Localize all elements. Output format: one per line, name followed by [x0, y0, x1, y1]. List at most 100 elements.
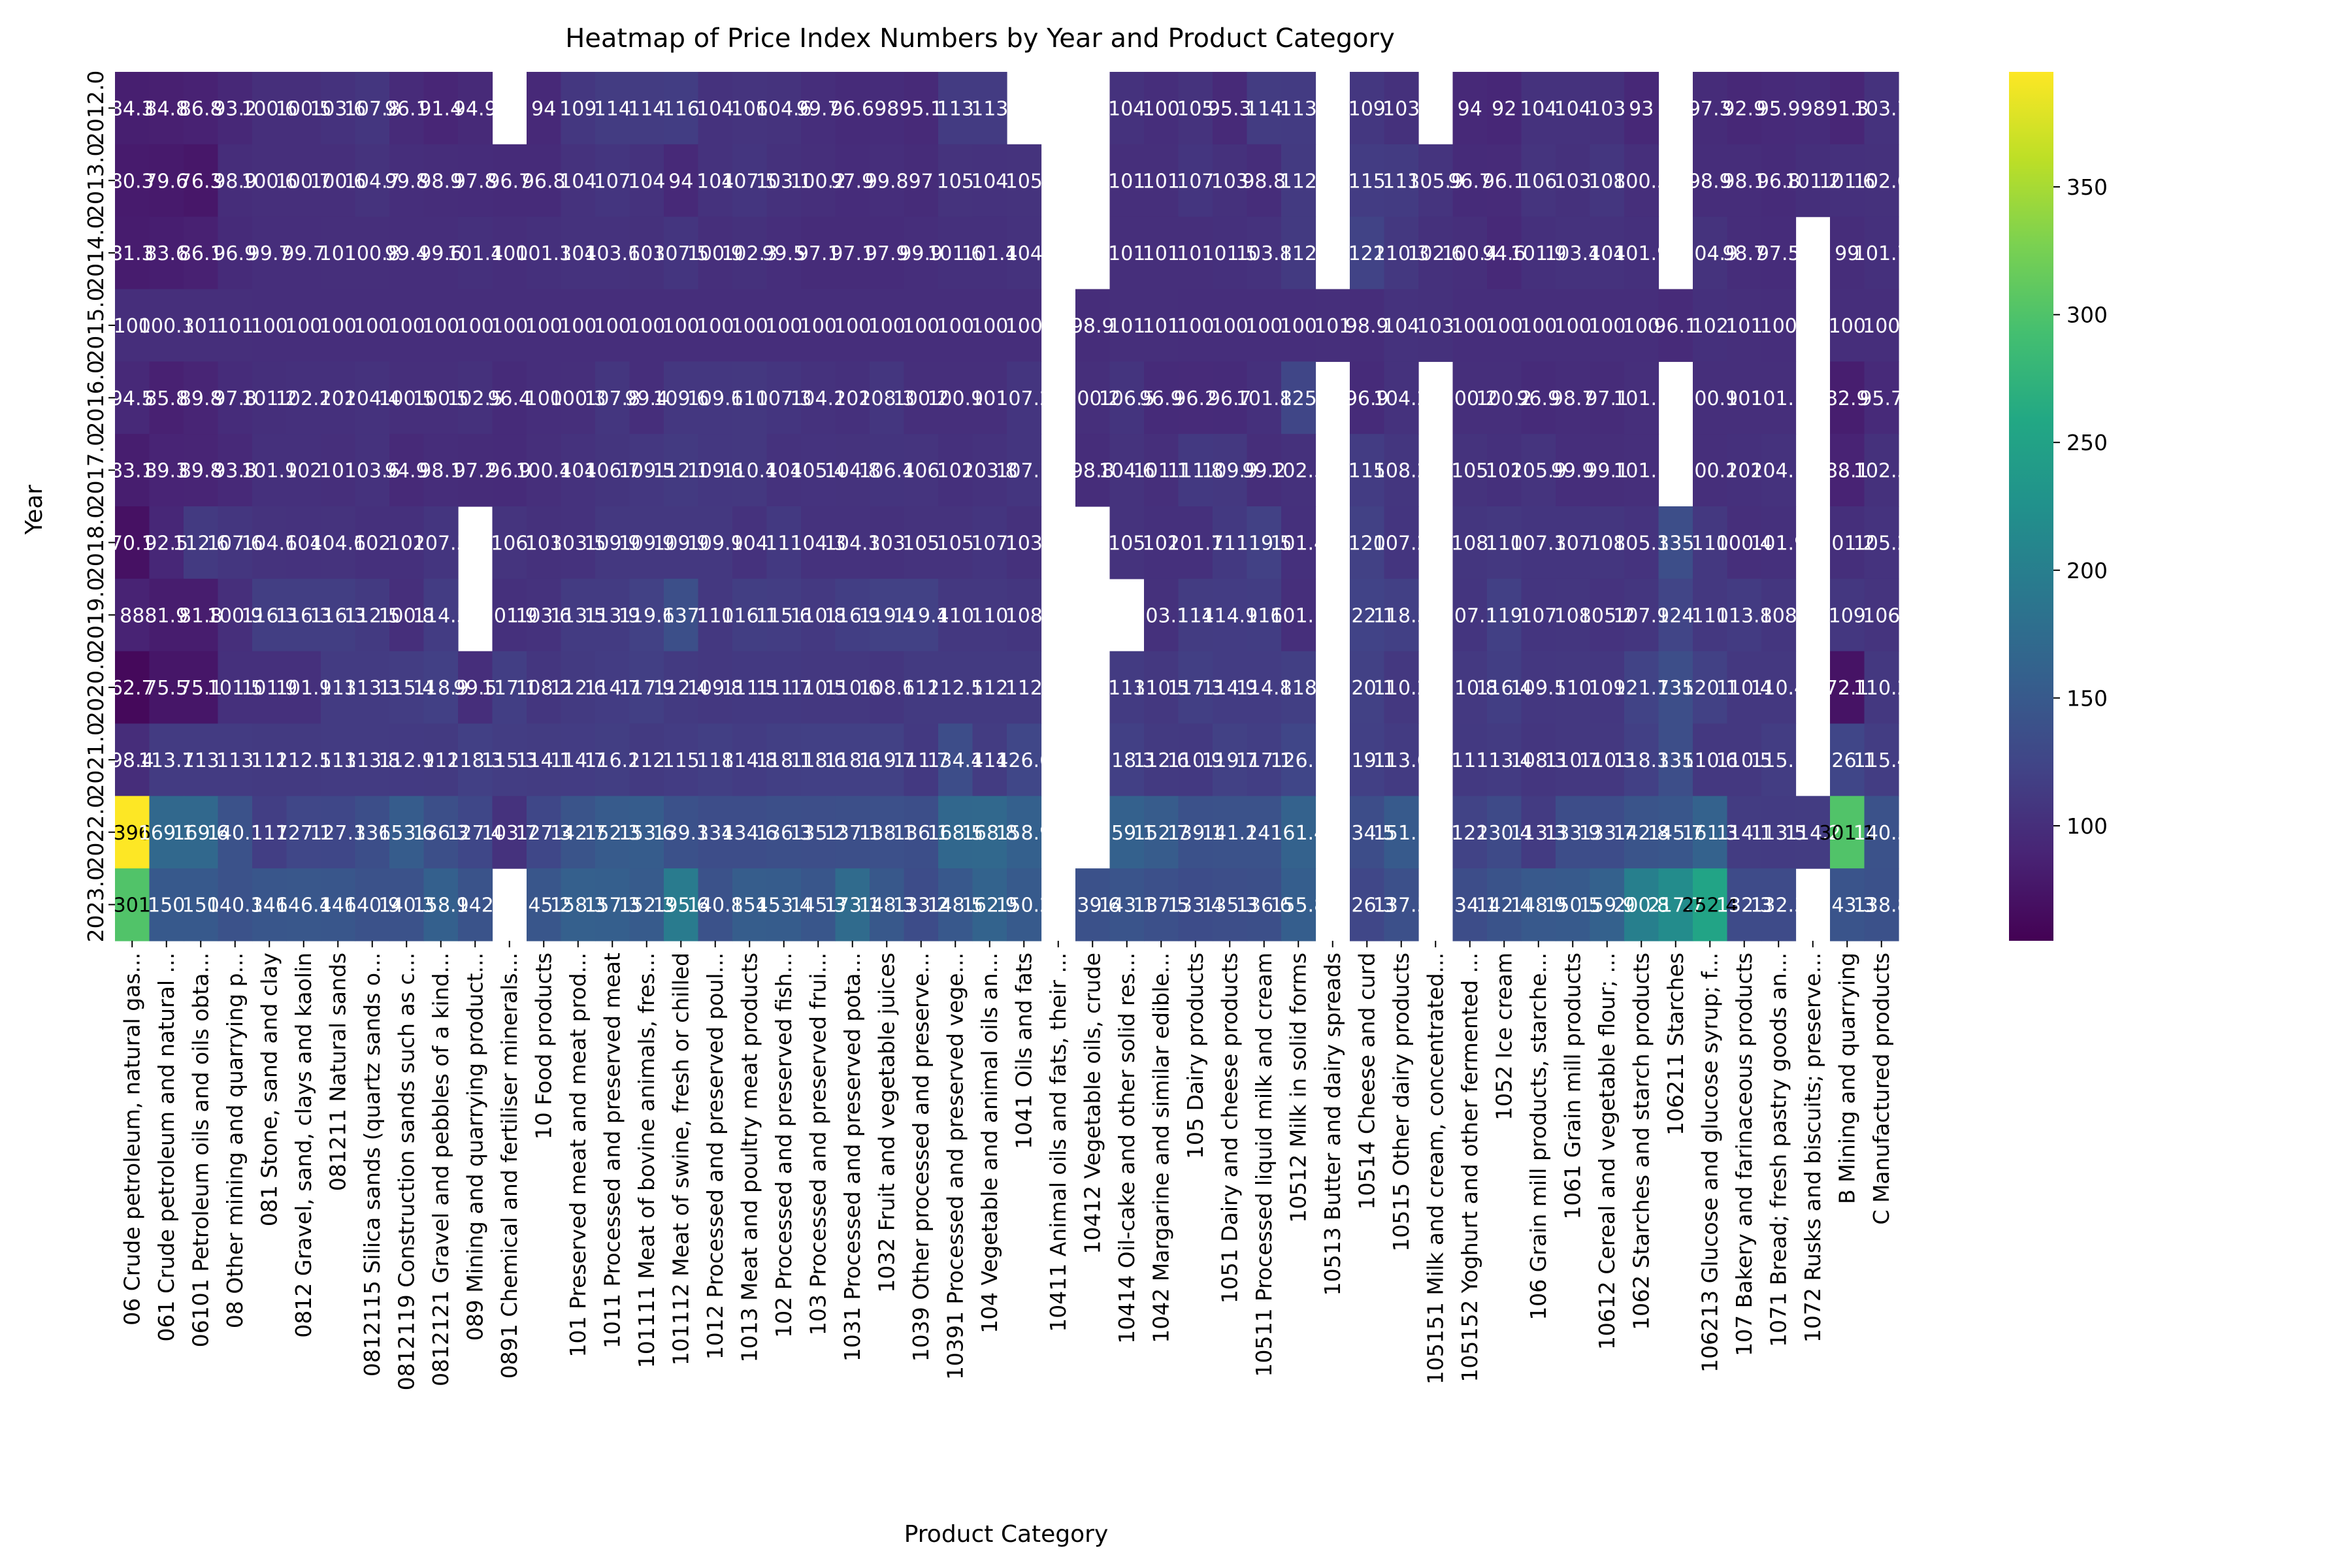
- cell-value-label: 108: [1005, 604, 1043, 627]
- heatmap-cell: [629, 578, 664, 652]
- heatmap-cell: [1281, 868, 1316, 941]
- cell-value-label: 110.2: [1854, 677, 1910, 700]
- x-tick-label: 10514 Cheese and curd: [1354, 953, 1379, 1210]
- cell-value-label: 96.9: [1139, 387, 1183, 410]
- heatmap-cell: [595, 216, 630, 290]
- heatmap-cell: [1864, 796, 1899, 869]
- cell-value-label: 169.6: [172, 822, 229, 845]
- cell-value-label: 110.9: [1168, 749, 1224, 772]
- cell-value-label: 93.8: [213, 460, 257, 483]
- cell-value-label: 99.8: [385, 170, 429, 193]
- heatmap-cell: [149, 216, 184, 290]
- heatmap-cell: [458, 651, 493, 725]
- heatmap-cell: [527, 216, 562, 290]
- heatmap-cell: [527, 723, 562, 796]
- heatmap-cell: [629, 868, 664, 941]
- cell-value-label: 109.8: [687, 677, 743, 700]
- x-tick-label: 1052 Ice cream: [1491, 953, 1516, 1120]
- cell-value-label: 116.2: [584, 749, 640, 772]
- cell-value-label: 100: [1588, 315, 1625, 338]
- heatmap-cell: [1624, 216, 1659, 290]
- heatmap-cell: [1727, 578, 1762, 652]
- heatmap-cell: [870, 578, 905, 652]
- cell-value-label: 100.4: [1716, 532, 1772, 555]
- cell-value-label: 111: [1211, 532, 1249, 555]
- heatmap-cell: [115, 144, 150, 218]
- heatmap-cell: [1247, 651, 1282, 725]
- cell-value-label: 126.1: [1819, 749, 1875, 772]
- heatmap-cell: [664, 723, 699, 796]
- heatmap-cell: [904, 506, 939, 580]
- cell-value-label: 143.3: [1819, 894, 1875, 917]
- cell-value-label: 102: [1486, 460, 1523, 483]
- cell-value-label: 94.9: [453, 97, 497, 120]
- heatmap-cell: [1418, 144, 1454, 218]
- heatmap-cell: [1144, 723, 1179, 796]
- heatmap-cell: [1521, 723, 1556, 796]
- cell-value-label: 101: [1108, 242, 1145, 265]
- cell-value-label: 97.1: [796, 242, 840, 265]
- heatmap-cell: [492, 144, 527, 218]
- cell-value-label: 113.5: [1750, 822, 1806, 845]
- heatmap-cell: [286, 434, 321, 507]
- x-axis-ticks: 06 Crude petroleum, natural gas... 061 Cr…: [119, 941, 1894, 1390]
- cell-value-label: 100: [1143, 97, 1180, 120]
- cell-value-label: 101: [1108, 315, 1145, 338]
- cell-value-label: 135.2: [790, 822, 846, 845]
- heatmap-cell: [1144, 144, 1179, 218]
- heatmap-cell: [1247, 216, 1282, 290]
- cell-value-label: 117.9: [619, 677, 675, 700]
- heatmap-cell: [252, 868, 287, 941]
- heatmap-cell: [938, 361, 973, 434]
- heatmap-cell: [1830, 796, 1865, 869]
- heatmap-cell: [561, 216, 596, 290]
- x-tick-label: 10 Food products: [531, 953, 556, 1139]
- heatmap-cell: [458, 723, 493, 796]
- cell-value-label: 97.8: [213, 387, 257, 410]
- cell-value-label: 121.7: [1613, 677, 1669, 700]
- heatmap-cell: [1281, 361, 1316, 434]
- heatmap-cell: [1590, 434, 1625, 507]
- cell-value-label: 100: [388, 315, 425, 338]
- cell-value-label: 101: [319, 242, 357, 265]
- heatmap-cell: [835, 216, 870, 290]
- cell-value-label: 104: [559, 170, 596, 193]
- heatmap-cell: [732, 289, 768, 362]
- heatmap-cell: [1693, 868, 1728, 941]
- cell-value-label: 102: [353, 532, 391, 555]
- heatmap-cell: [1247, 434, 1282, 507]
- heatmap-cell: [1830, 506, 1865, 580]
- cell-value-label: 110.4: [721, 460, 777, 483]
- heatmap-cell: [595, 72, 630, 145]
- cell-value-label: 119.7: [858, 749, 915, 772]
- cell-value-label: 100.4: [1442, 242, 1498, 265]
- heatmap-cell: [527, 434, 562, 507]
- heatmap-cell: [698, 868, 733, 941]
- heatmap-cell: [1109, 796, 1145, 869]
- cell-value-label: 140.3: [378, 894, 434, 917]
- cell-value-label: 116.3: [241, 604, 297, 627]
- heatmap-cell: [492, 651, 527, 725]
- cell-value-label: 104.3: [825, 532, 881, 555]
- heatmap-cell: [1556, 796, 1591, 869]
- cell-value-label: 101.2: [241, 387, 297, 410]
- cell-value-label: 100.6: [241, 97, 297, 120]
- cell-value-label: 119.7: [1201, 749, 1258, 772]
- heatmap-cell: [904, 289, 939, 362]
- heatmap-cell: [1830, 216, 1865, 290]
- heatmap-cell: [801, 506, 836, 580]
- heatmap-cell: [766, 796, 802, 869]
- cell-value-label: 100: [525, 387, 563, 410]
- cell-value-label: 101.5: [1201, 242, 1258, 265]
- cell-value-label: 114.9: [1201, 604, 1258, 627]
- heatmap-cell: [492, 506, 527, 580]
- cell-value-label: 152.3: [584, 822, 640, 845]
- cell-value-label: 102: [388, 532, 425, 555]
- cell-value-label: 103.8: [1236, 242, 1292, 265]
- cell-value-label: 100: [662, 315, 700, 338]
- heatmap-cell: [664, 216, 699, 290]
- cell-value-label: 96.7: [1448, 170, 1492, 193]
- cell-value-label: 104: [559, 242, 596, 265]
- heatmap-cell: [1247, 723, 1282, 796]
- cell-value-label: 126.3: [1339, 894, 1395, 917]
